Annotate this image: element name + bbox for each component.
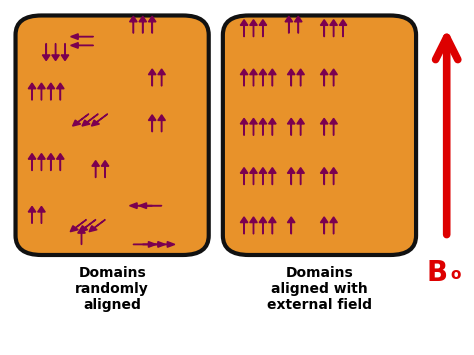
FancyArrow shape	[139, 203, 162, 208]
FancyArrow shape	[339, 20, 347, 37]
Text: o: o	[450, 267, 461, 282]
Text: Domains
aligned with
external field: Domains aligned with external field	[267, 266, 372, 312]
FancyArrow shape	[129, 16, 137, 33]
FancyArrow shape	[250, 217, 257, 234]
FancyBboxPatch shape	[16, 16, 209, 255]
FancyArrow shape	[152, 242, 175, 247]
FancyArrow shape	[259, 217, 267, 234]
FancyArrow shape	[250, 69, 257, 86]
FancyArrow shape	[240, 20, 248, 37]
FancyArrow shape	[269, 217, 276, 234]
FancyArrow shape	[28, 206, 36, 223]
FancyArrow shape	[320, 217, 328, 234]
FancyArrow shape	[71, 43, 93, 48]
FancyArrow shape	[47, 83, 55, 100]
FancyArrow shape	[37, 154, 45, 170]
FancyArrow shape	[89, 220, 105, 232]
FancyArrow shape	[148, 69, 156, 86]
FancyArrow shape	[37, 83, 45, 100]
FancyArrow shape	[47, 154, 55, 170]
FancyArrow shape	[250, 168, 257, 185]
Text: $\mathbf{B}$: $\mathbf{B}$	[426, 258, 447, 286]
FancyArrow shape	[287, 168, 295, 185]
FancyArrow shape	[240, 118, 248, 135]
FancyArrow shape	[28, 83, 36, 100]
FancyArrow shape	[320, 168, 328, 185]
FancyArrow shape	[259, 20, 267, 37]
FancyArrow shape	[320, 118, 328, 135]
FancyArrow shape	[320, 69, 328, 86]
FancyArrow shape	[294, 16, 302, 33]
FancyArrow shape	[240, 69, 248, 86]
FancyArrow shape	[80, 220, 96, 232]
Text: Domains
randomly
aligned: Domains randomly aligned	[75, 266, 149, 312]
FancyArrow shape	[250, 118, 257, 135]
FancyArrow shape	[285, 16, 292, 33]
FancyArrow shape	[269, 69, 276, 86]
FancyArrow shape	[240, 168, 248, 185]
FancyArrow shape	[71, 34, 93, 39]
FancyArrow shape	[37, 206, 45, 223]
FancyArrow shape	[330, 168, 337, 185]
FancyArrow shape	[269, 118, 276, 135]
FancyArrow shape	[259, 118, 267, 135]
FancyArrow shape	[133, 242, 156, 247]
FancyArrow shape	[73, 114, 89, 126]
FancyArrow shape	[56, 154, 64, 170]
FancyArrow shape	[330, 118, 337, 135]
FancyArrow shape	[330, 20, 337, 37]
FancyArrow shape	[78, 228, 85, 245]
FancyArrow shape	[330, 217, 337, 234]
FancyArrow shape	[158, 69, 165, 86]
FancyArrow shape	[52, 44, 59, 61]
FancyArrow shape	[92, 160, 100, 178]
FancyArrow shape	[158, 115, 165, 132]
FancyArrow shape	[28, 154, 36, 170]
FancyArrow shape	[297, 69, 304, 86]
FancyArrow shape	[287, 118, 295, 135]
FancyArrow shape	[70, 220, 86, 232]
FancyArrow shape	[42, 44, 50, 61]
FancyArrow shape	[287, 69, 295, 86]
FancyArrow shape	[269, 168, 276, 185]
FancyArrow shape	[148, 16, 156, 33]
FancyArrow shape	[287, 217, 295, 234]
FancyArrow shape	[91, 114, 108, 126]
FancyArrow shape	[101, 160, 109, 178]
FancyArrow shape	[56, 83, 64, 100]
FancyArrow shape	[82, 114, 98, 126]
FancyArrow shape	[297, 168, 304, 185]
FancyArrow shape	[148, 115, 156, 132]
FancyArrow shape	[139, 16, 146, 33]
FancyArrow shape	[259, 168, 267, 185]
FancyArrow shape	[240, 217, 248, 234]
FancyArrow shape	[61, 44, 69, 61]
FancyArrow shape	[297, 118, 304, 135]
FancyBboxPatch shape	[223, 16, 416, 255]
FancyArrow shape	[143, 242, 165, 247]
FancyArrow shape	[250, 20, 257, 37]
FancyArrow shape	[330, 69, 337, 86]
FancyArrow shape	[259, 69, 267, 86]
FancyArrow shape	[129, 203, 152, 208]
FancyArrow shape	[320, 20, 328, 37]
